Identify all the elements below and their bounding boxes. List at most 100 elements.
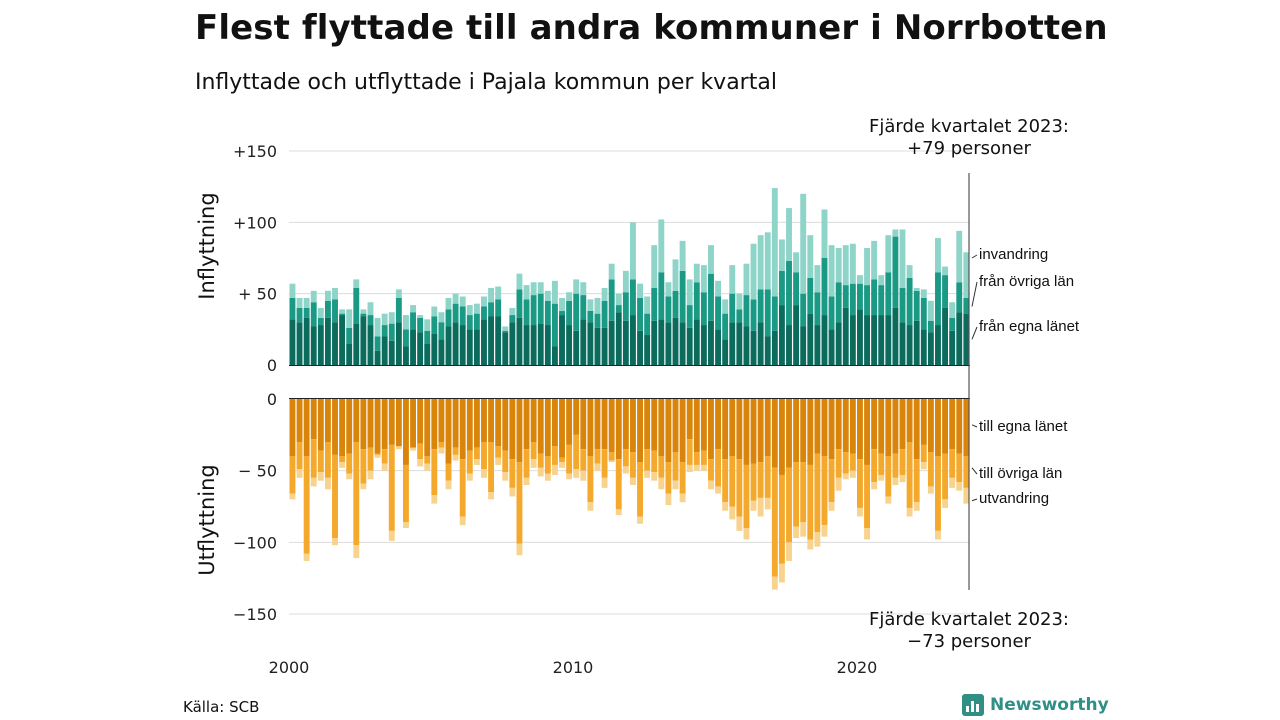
- bar-in-other: [374, 336, 381, 351]
- bar-in-immigration: [750, 243, 757, 300]
- bar-in-local: [289, 319, 296, 365]
- bar-in-other: [793, 272, 800, 306]
- bar-in-other: [637, 297, 643, 331]
- bar-out-local: [956, 399, 963, 454]
- y-tick-label: 0: [267, 356, 277, 375]
- bar-out-local: [864, 399, 870, 465]
- bar-out-local: [438, 399, 445, 442]
- bar-in-immigration: [551, 280, 558, 304]
- bar-out-other: [303, 456, 310, 554]
- bar-out-emigration: [537, 467, 544, 477]
- bar-out-other: [771, 467, 778, 577]
- bar-in-immigration: [438, 312, 445, 323]
- bar-in-immigration: [559, 297, 565, 311]
- bar-in-immigration: [878, 275, 885, 286]
- bar-out-other: [296, 442, 303, 470]
- bar-out-local: [736, 399, 743, 460]
- bar-out-other: [793, 462, 800, 527]
- bar-in-immigration: [544, 290, 551, 301]
- bar-in-local: [715, 329, 722, 365]
- annotation-upper: +79 personer: [907, 138, 1031, 159]
- bar-in-other: [885, 272, 892, 316]
- bar-in-immigration: [488, 287, 495, 303]
- bar-out-other: [956, 453, 963, 483]
- bar-out-other: [764, 456, 771, 498]
- bar-out-local: [509, 399, 516, 460]
- bar-in-other: [878, 285, 885, 316]
- bar-out-emigration: [764, 497, 771, 510]
- bar-in-local: [679, 322, 686, 365]
- bar-out-local: [729, 399, 736, 457]
- bar-out-local: [573, 399, 580, 435]
- bar-out-emigration: [913, 502, 920, 511]
- bar-in-immigration: [708, 245, 714, 274]
- bar-in-other: [920, 297, 927, 330]
- bar-out-local: [630, 399, 636, 453]
- bar-in-other: [587, 310, 594, 323]
- bar-out-emigration: [800, 522, 807, 537]
- bar-out-emigration: [615, 509, 622, 516]
- bar-in-immigration: [403, 315, 409, 330]
- bar-in-local: [700, 325, 707, 365]
- bar-in-immigration: [722, 299, 729, 314]
- bar-out-local: [296, 399, 303, 442]
- bar-in-immigration: [566, 292, 573, 301]
- bar-in-other: [871, 279, 878, 316]
- bar-in-immigration: [445, 297, 452, 310]
- bar-in-other: [956, 282, 963, 313]
- bar-in-immigration: [495, 286, 502, 300]
- chart-subtitle: Inflyttade och utflyttade i Pajala kommu…: [195, 70, 777, 95]
- bar-in-other: [821, 258, 828, 316]
- bar-out-other: [566, 444, 573, 474]
- bar-in-local: [892, 307, 899, 365]
- bar-in-immigration: [509, 307, 516, 316]
- bar-in-local: [587, 322, 594, 365]
- series-label-upper: invandring: [979, 246, 1048, 263]
- bar-in-immigration: [530, 282, 537, 296]
- bar-out-emigration: [949, 477, 956, 488]
- bar-in-other: [736, 309, 743, 323]
- bar-out-other: [459, 459, 466, 517]
- bar-out-emigration: [332, 538, 338, 546]
- bar-out-local: [339, 399, 346, 457]
- bar-out-other: [736, 459, 743, 517]
- bar-in-local: [530, 325, 537, 365]
- bar-out-local: [601, 399, 608, 450]
- bar-in-local: [743, 326, 750, 365]
- y-axis-label-upper: Inflyttning: [195, 192, 219, 299]
- bar-out-other: [594, 449, 601, 464]
- bar-out-emigration: [906, 507, 913, 517]
- bar-in-other: [367, 315, 374, 326]
- bar-in-immigration: [927, 300, 934, 321]
- bar-out-local: [523, 399, 530, 450]
- bar-out-emigration: [835, 477, 842, 491]
- bar-in-local: [410, 329, 416, 365]
- bar-in-local: [601, 327, 608, 365]
- bar-in-local: [622, 320, 629, 365]
- bar-in-other: [679, 270, 686, 323]
- bar-out-other: [807, 464, 814, 540]
- bar-out-local: [906, 399, 913, 442]
- bar-in-other: [296, 307, 303, 323]
- bar-out-local: [537, 399, 544, 454]
- bar-in-other: [693, 282, 700, 320]
- bar-in-other: [523, 299, 530, 326]
- bar-in-local: [665, 322, 672, 365]
- bar-out-local: [395, 399, 402, 447]
- bar-in-other: [594, 313, 601, 328]
- bar-out-local: [708, 399, 714, 460]
- bar-out-local: [580, 399, 587, 450]
- bar-out-other: [417, 443, 424, 460]
- bar-in-immigration: [317, 307, 324, 318]
- bar-out-local: [495, 399, 502, 447]
- bar-out-local: [353, 399, 360, 442]
- bar-in-other: [438, 322, 445, 340]
- bar-in-immigration: [835, 248, 842, 283]
- bar-in-immigration: [956, 230, 963, 283]
- bar-in-local: [658, 319, 665, 365]
- bar-out-other: [871, 449, 878, 483]
- bar-in-local: [488, 316, 495, 365]
- bar-in-immigration: [310, 290, 317, 303]
- bar-out-local: [665, 399, 672, 463]
- bar-out-emigration: [551, 464, 558, 475]
